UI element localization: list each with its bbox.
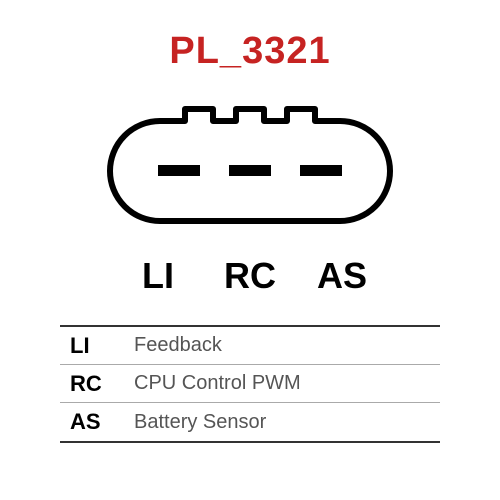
- pin-label-2: RC: [216, 255, 284, 297]
- pin-labels-row: LI RC AS: [124, 255, 376, 297]
- legend-table: LI Feedback RC CPU Control PWM AS Batter…: [60, 325, 440, 443]
- diagram-container: PL_3321 LI RC AS LI Feedback RC CPU Cont…: [0, 0, 500, 500]
- part-number-title: PL_3321: [169, 30, 330, 73]
- legend-row: AS Battery Sensor: [60, 403, 440, 441]
- pin-slot-1: [158, 165, 200, 176]
- legend-row: RC CPU Control PWM: [60, 365, 440, 403]
- legend-desc: Feedback: [124, 334, 222, 357]
- legend-code: RC: [60, 371, 124, 397]
- legend-desc: Battery Sensor: [124, 411, 266, 434]
- legend-desc: CPU Control PWM: [124, 372, 301, 395]
- pin-slot-3: [300, 165, 342, 176]
- connector-outline: [100, 91, 400, 241]
- pin-label-1: LI: [124, 255, 192, 297]
- legend-code: AS: [60, 409, 124, 435]
- pin-slot-2: [229, 165, 271, 176]
- legend-row: LI Feedback: [60, 327, 440, 365]
- pin-label-3: AS: [308, 255, 376, 297]
- legend-code: LI: [60, 333, 124, 359]
